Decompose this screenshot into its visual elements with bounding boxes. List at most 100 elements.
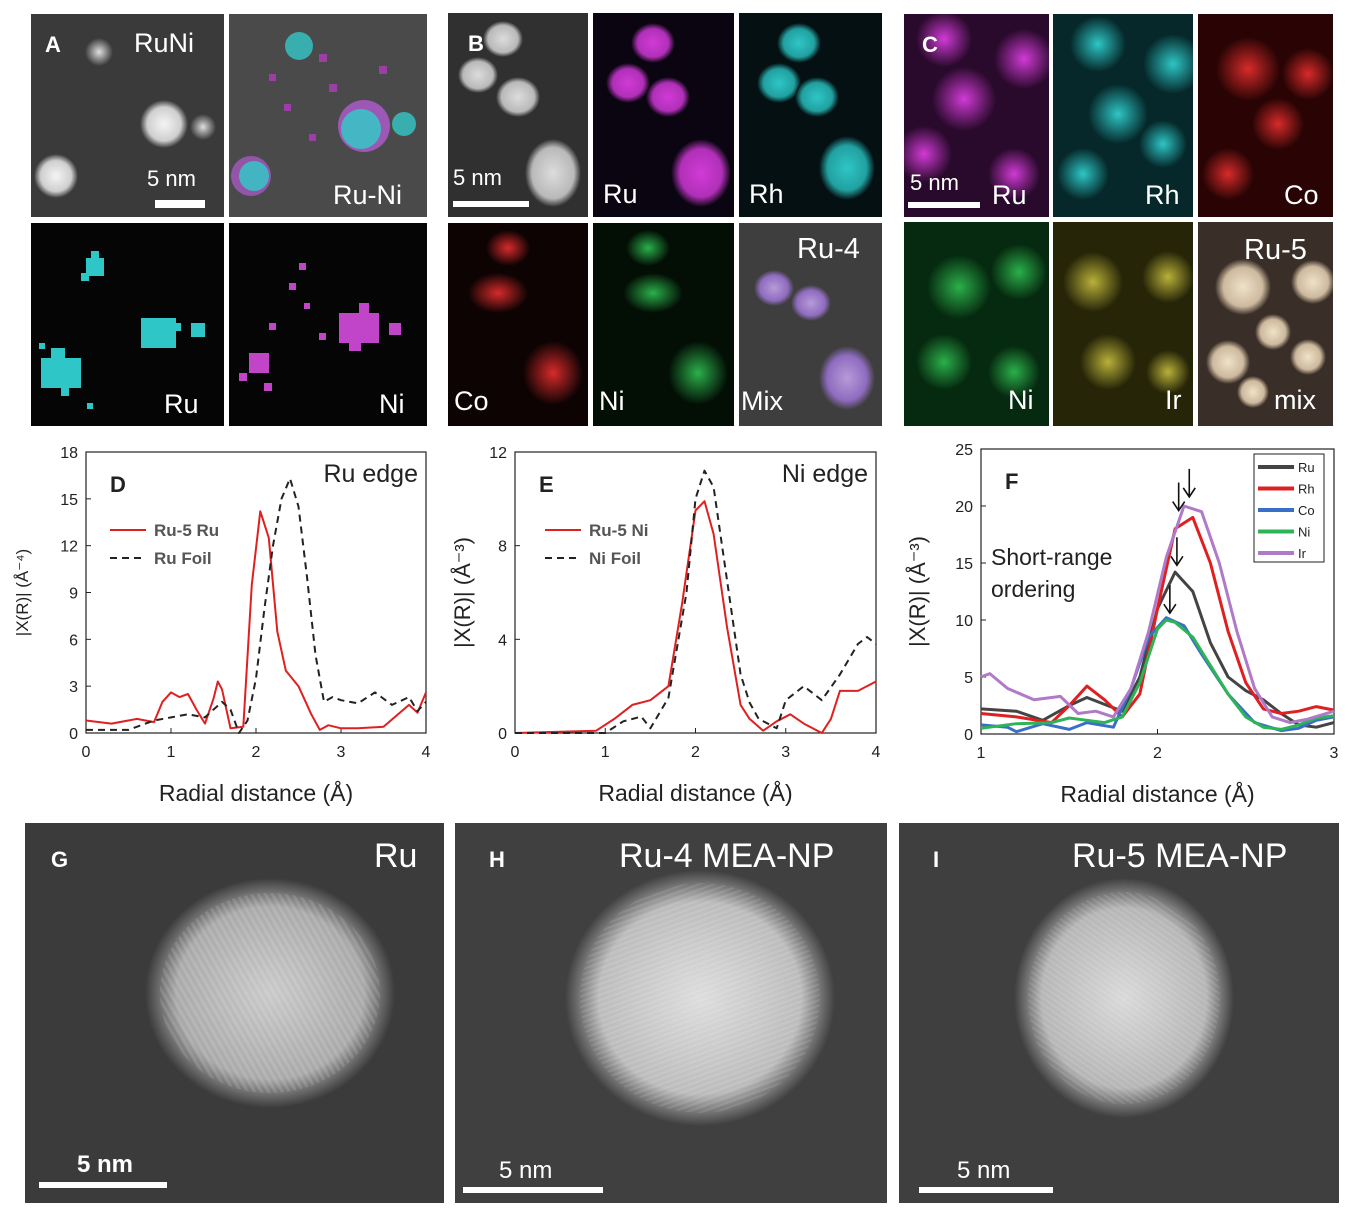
plot-frame — [514, 451, 877, 734]
tile-label: Ru — [164, 389, 199, 419]
haadf-image — [145, 878, 395, 1108]
panel-a-ni: Ni — [229, 223, 427, 426]
panel-g-haadf: G Ru 5 nm — [25, 823, 444, 1203]
legend-label: Ru — [1298, 460, 1315, 475]
arrow-head — [1170, 555, 1184, 567]
y-tick-label: 10 — [955, 613, 973, 630]
x-axis-label: Radial distance (Å) — [598, 779, 792, 806]
tile-label: Ru — [603, 179, 638, 209]
panel-b-haadf: B 5 nm — [448, 13, 588, 217]
arrow-head — [1182, 487, 1196, 499]
panel-b-mix: Ru-4 Mix — [739, 223, 882, 426]
chart-e: 0 1 2 3 4 0 4 8 12 Radial distance (Å) |X(R)| (Å⁻³… — [440, 430, 900, 815]
y-tick-label: 0 — [69, 726, 78, 743]
scale-label: 5 nm — [453, 165, 502, 190]
y-tick-label: 3 — [69, 679, 78, 696]
y-tick-label: 15 — [60, 492, 78, 509]
panel-a-merge: Ru-Ni — [229, 14, 427, 217]
scale-label: 5 nm — [77, 1151, 134, 1178]
haadf-image — [565, 870, 835, 1126]
y-tick-label: 25 — [955, 442, 973, 459]
legend-label: Ru Foil — [154, 549, 212, 568]
scale-bar — [155, 200, 205, 208]
y-tick-label: 9 — [69, 586, 78, 603]
series-line-ru-foil — [86, 477, 427, 734]
panel-title: Ru-5 — [1244, 234, 1307, 266]
panel-a-haadf: A RuNi 5 nm — [31, 14, 224, 217]
panel-title: Ru-4 — [797, 233, 860, 265]
panel-letter: D — [110, 472, 126, 497]
panel-letter: A — [45, 32, 61, 57]
chart-f-svg: 1 2 3 0 5 10 15 20 25 Radial distance (Å) |X(R)| (… — [905, 442, 1339, 807]
nanoparticle — [140, 100, 188, 148]
tile-label: Rh — [749, 179, 784, 209]
x-tick-label: 2 — [252, 744, 261, 761]
scale-bar — [919, 1187, 1053, 1193]
x-tick-label: 3 — [337, 744, 346, 761]
tile-label: Ru-Ni — [333, 180, 403, 210]
nanoparticle — [85, 38, 113, 66]
series-line-ru-5-ni — [514, 500, 877, 734]
eds-rh-map — [757, 23, 875, 200]
panel-letter: H — [489, 847, 505, 872]
panel-c-ir: Ir — [1053, 222, 1193, 426]
haadf-image — [34, 38, 216, 198]
x-tick-label: 2 — [691, 744, 700, 761]
tile-label: Co — [1284, 180, 1319, 210]
panel-b-ru: Ru — [593, 13, 734, 217]
panel-c-ni: Ni — [904, 222, 1049, 426]
panel-b-rh: Rh — [739, 13, 882, 217]
y-tick-label: 15 — [955, 556, 973, 573]
y-tick-label: 8 — [498, 539, 507, 556]
y-tick-label: 0 — [498, 726, 507, 743]
tile-label: Ru — [992, 180, 1027, 210]
nanoparticle — [190, 114, 216, 140]
panel-letter: E — [539, 472, 554, 497]
eds-ru-map — [904, 14, 1049, 200]
x-tick-label: 0 — [82, 744, 91, 761]
eds-ni-map — [239, 263, 401, 391]
eds-mix-map — [754, 270, 875, 410]
series-line-ni-foil — [515, 469, 877, 734]
legend-label: Co — [1298, 503, 1315, 518]
tile-label: Ni — [1008, 385, 1034, 415]
panel-letter: G — [51, 847, 69, 872]
annotation: Short-range — [991, 544, 1112, 570]
x-tick-label: 3 — [781, 744, 790, 761]
chart-f: 1 2 3 0 5 10 15 20 25 Radial distance (Å) |X(R)| (… — [895, 430, 1350, 815]
series-line-ir — [980, 504, 1335, 725]
scale-label: 5 nm — [499, 1157, 553, 1184]
plot-frame — [85, 451, 427, 734]
eds-co-map — [468, 230, 583, 405]
tile-label: mix — [1274, 385, 1316, 415]
annotation: ordering — [991, 576, 1075, 602]
x-tick-label: 0 — [511, 744, 520, 761]
panel-letter: F — [1005, 469, 1018, 494]
legend-label: Ru-5 Ru — [154, 521, 219, 540]
legend-label: Rh — [1298, 482, 1315, 497]
eds-ni-map — [623, 230, 728, 405]
chart-title: Ni edge — [782, 460, 868, 488]
panel-c-ru: C 5 nm Ru — [904, 14, 1049, 217]
panel-title: Ru-4 MEA-NP — [619, 837, 835, 875]
arrow-head — [1163, 603, 1177, 615]
y-tick-label: 18 — [60, 445, 78, 462]
eds-ru-map — [606, 23, 731, 207]
haadf-image — [458, 21, 581, 207]
eds-ni-map — [916, 244, 1047, 398]
arrow-head — [1172, 501, 1186, 513]
y-tick-label: 12 — [60, 539, 78, 556]
eds-co-map — [1202, 37, 1333, 200]
scale-label: 5 nm — [957, 1157, 1011, 1184]
y-tick-label: 4 — [498, 632, 507, 649]
panel-b-co: Co — [448, 223, 588, 426]
series-line-ni — [980, 618, 1335, 731]
eds-ru-map — [39, 251, 205, 409]
x-tick-label: 3 — [1330, 745, 1339, 762]
x-axis-label: Radial distance (Å) — [159, 779, 353, 806]
tile-label: Ni — [379, 389, 405, 419]
eds-merge-map — [231, 32, 416, 196]
x-tick-label: 1 — [977, 745, 986, 762]
